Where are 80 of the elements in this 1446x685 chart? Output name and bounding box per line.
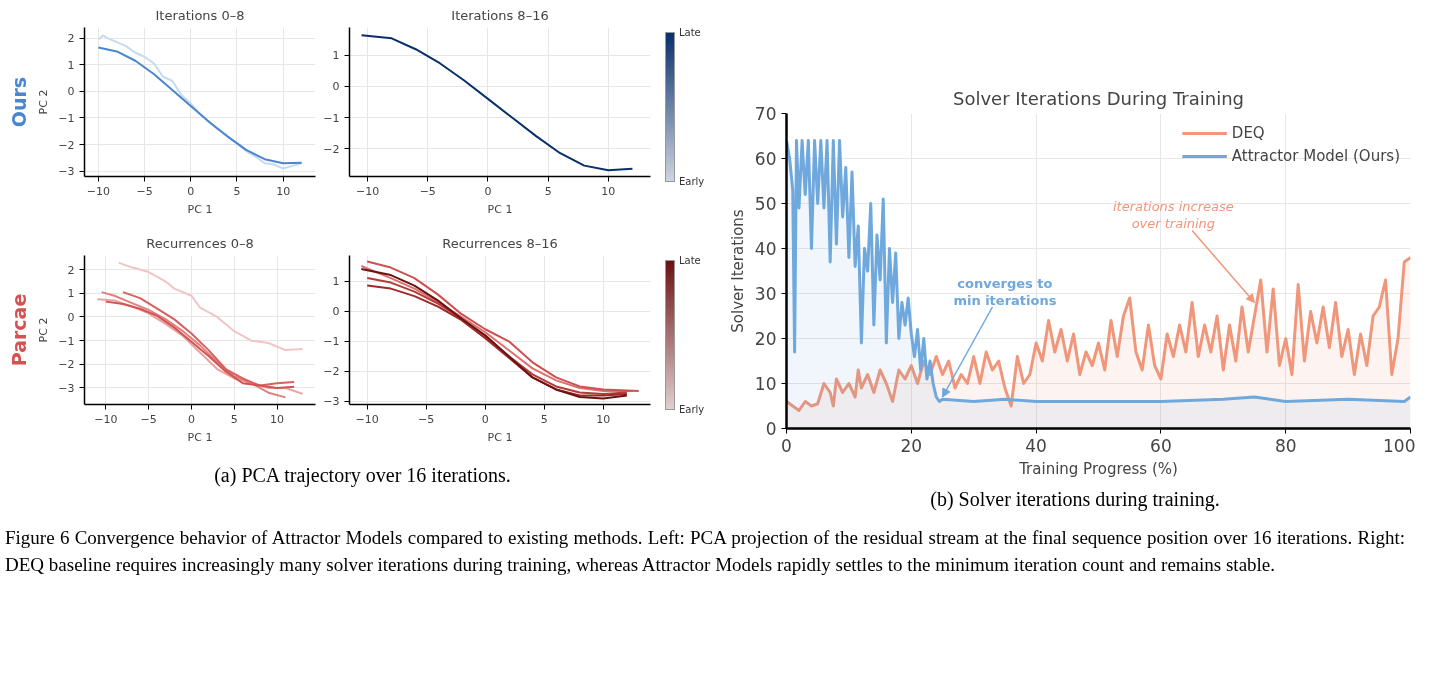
legend-label: Attractor Model (Ours) [1231, 147, 1400, 165]
x-tick-label: −10 [86, 184, 110, 198]
y-tick-label: 0 [67, 85, 75, 99]
y-axis-title: Solver Iterations [728, 209, 747, 333]
y-tick-label: −3 [58, 381, 75, 395]
x-tick-label: −5 [418, 412, 435, 426]
x-tick-label: 10 [270, 412, 284, 426]
annotation: converges to min iterations [953, 275, 1057, 308]
y-tick-label: 30 [754, 284, 777, 304]
y-tick-label: 0 [332, 80, 340, 94]
x-tick-label: 10 [276, 184, 291, 198]
y-tick-label: 2 [67, 263, 75, 277]
y-axis-title: PC 2 [37, 89, 51, 115]
text: Ours [7, 76, 30, 128]
text: Late [679, 254, 701, 268]
x-axis-title: PC 1 [487, 202, 513, 216]
y-tick-label: 50 [754, 194, 777, 214]
text: (b) Solver iterations during training. [930, 487, 1220, 513]
x-tick-label: 0 [781, 435, 792, 456]
y-tick-label: 10 [754, 374, 777, 394]
chart-title: Iterations 8–16 [451, 7, 549, 23]
x-tick-label: −10 [94, 412, 118, 426]
y-tick-label: −1 [323, 335, 340, 349]
annotation: iterations increase over training [1112, 199, 1234, 232]
x-tick-label: −10 [355, 184, 380, 198]
x-tick-label: 40 [1025, 435, 1047, 456]
x-tick-label: 10 [596, 412, 611, 426]
x-tick-label: 0 [484, 184, 492, 198]
x-tick-label: 80 [1274, 435, 1297, 456]
x-tick-label: −10 [355, 412, 379, 426]
x-tick-label: −5 [136, 184, 153, 198]
y-tick-label: 0 [332, 305, 340, 319]
y-tick-label: 1 [67, 287, 75, 301]
x-tick-label: 5 [544, 184, 552, 198]
y-tick-label: 60 [754, 149, 777, 169]
y-tick-label: 1 [332, 49, 340, 63]
x-tick-label: −5 [419, 184, 436, 198]
text: (a) PCA trajectory over 16 iterations. [214, 463, 511, 489]
y-tick-label: 2 [67, 32, 75, 46]
x-tick-label: 5 [540, 412, 548, 426]
x-axis-title: PC 1 [487, 430, 513, 444]
x-tick-label: 60 [1150, 435, 1172, 456]
text: Parcae [7, 293, 30, 367]
text: Early [679, 175, 705, 189]
x-axis-title: PC 1 [187, 430, 213, 444]
y-tick-label: −1 [58, 111, 75, 125]
text: Late [679, 26, 701, 40]
x-axis-title: Training Progress (%) [1018, 459, 1178, 478]
x-tick-label: 5 [230, 412, 238, 426]
x-tick-label: 10 [601, 184, 616, 198]
y-tick-label: −2 [58, 358, 75, 372]
legend-label: DEQ [1231, 124, 1265, 142]
x-tick-label: −5 [140, 412, 157, 426]
chart-title: Iterations 0–8 [155, 7, 245, 23]
y-tick-label: −1 [323, 111, 340, 125]
x-tick-label: 5 [233, 184, 241, 198]
y-tick-label: −1 [58, 334, 75, 348]
y-tick-label: 20 [754, 329, 777, 349]
y-tick-label: 0 [67, 310, 75, 324]
chart-title: Recurrences 8–16 [442, 235, 558, 251]
chart-title: Recurrences 0–8 [146, 235, 254, 251]
x-axis-title: PC 1 [187, 202, 213, 216]
y-tick-label: −2 [323, 142, 340, 156]
y-tick-label: −3 [58, 165, 75, 179]
y-tick-label: 40 [754, 239, 777, 259]
y-tick-label: −2 [323, 365, 340, 379]
x-tick-label: 100 [1383, 435, 1416, 456]
x-tick-label: 20 [900, 435, 923, 456]
y-tick-label: −2 [58, 138, 75, 152]
x-tick-label: 0 [481, 412, 489, 426]
caption: Figure 6 Convergence behavior of Attractor Models compared to existing methods. Left: PCA projection of the residual stream at the final sequence position over 16 iterations. Right: DEQ baseline requires increasingly many solver iterations during training, whereas Attractor Models rapidly settles to the minimum iteration count and remains stable. [5, 525, 1405, 577]
y-tick-label: 70 [754, 104, 777, 124]
y-tick-label: 1 [67, 58, 75, 72]
chart-title: Solver Iterations During Training [953, 87, 1245, 109]
text: Early [679, 403, 705, 417]
y-tick-label: 1 [332, 275, 340, 289]
x-tick-label: 0 [187, 412, 195, 426]
x-tick-label: 0 [187, 184, 195, 198]
y-tick-label: −3 [323, 395, 340, 409]
y-axis-title: PC 2 [37, 317, 51, 343]
